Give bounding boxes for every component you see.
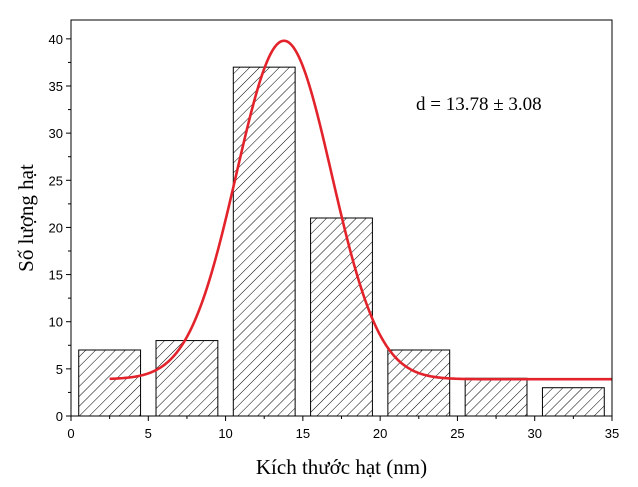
x-tick-label-25: 25: [450, 426, 464, 441]
x-tick-label-10: 10: [218, 426, 232, 441]
y-tick-label-10: 10: [49, 315, 63, 330]
histogram-bar-2: [155, 340, 219, 417]
y-tick-label-20: 20: [49, 220, 63, 235]
x-tick-label-5: 5: [145, 426, 152, 441]
histogram-bar-1: [78, 349, 142, 417]
y-tick-label-25: 25: [49, 173, 63, 188]
bars-group: [78, 66, 605, 417]
histogram-bar-4: [310, 217, 373, 417]
y-tick-label-0: 0: [56, 409, 63, 424]
histogram-bar-6: [464, 377, 528, 417]
y-axis-title: Số lượng hạt: [14, 164, 38, 272]
x-axis: 0 5 10 15 20 25 30 35: [67, 416, 619, 441]
y-tick-label-35: 35: [49, 79, 63, 94]
x-tick-label-15: 15: [296, 426, 310, 441]
y-tick-label-5: 5: [56, 362, 63, 377]
y-tick-label-15: 15: [49, 268, 63, 283]
mean-size-annotation: d = 13.78 ± 3.08: [416, 94, 542, 115]
x-tick-label-20: 20: [373, 426, 387, 441]
gaussian-fit-curve: [109, 39, 612, 381]
x-tick-label-35: 35: [605, 426, 619, 441]
y-tick-label-30: 30: [49, 126, 63, 141]
x-tick-label-0: 0: [67, 426, 74, 441]
histogram-bar-3: [232, 66, 296, 417]
histogram-bar-7: [541, 387, 605, 417]
y-tick-label-40: 40: [49, 32, 63, 47]
x-axis-title: Kích thước hạt (nm): [256, 455, 427, 479]
x-tick-label-30: 30: [527, 426, 541, 441]
y-axis: 0 5 10 15 20 25 30 35 40: [49, 32, 71, 424]
